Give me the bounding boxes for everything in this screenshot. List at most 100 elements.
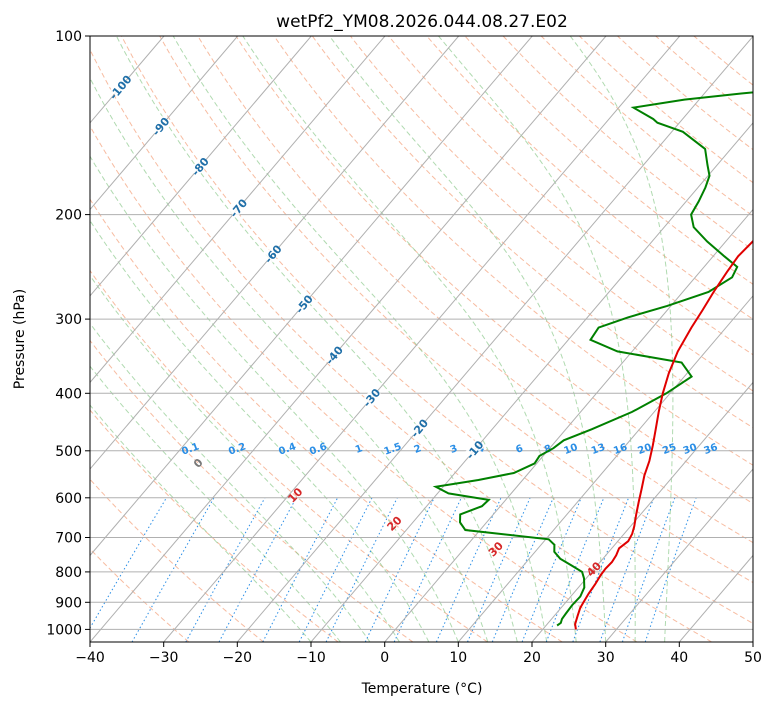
y-tick-label: 400 <box>55 386 82 402</box>
mixing-ratio-label: 20 <box>636 442 653 457</box>
mixing-ratio-lines <box>90 497 697 642</box>
dry-adiabat-line <box>90 125 638 642</box>
sounding-profiles <box>432 91 753 630</box>
x-tick-label: −20 <box>223 650 253 666</box>
isotherm-label-bg <box>189 155 210 177</box>
pressure-gridlines <box>90 36 753 630</box>
moist-adiabat-line <box>115 36 518 642</box>
isotherm-line <box>531 381 753 642</box>
y-tick-label: 500 <box>55 444 82 460</box>
dry-adiabat-line <box>90 198 563 642</box>
x-tick-label: 10 <box>449 650 467 666</box>
dry-adiabat-line <box>159 36 753 584</box>
isotherm-line <box>236 36 753 642</box>
dry-adiabat-line <box>350 36 753 392</box>
mixing-ratio-line <box>621 497 676 642</box>
isotherm-line <box>310 122 753 642</box>
x-tick-label: 30 <box>597 650 615 666</box>
mixing-ratio-line <box>325 497 398 642</box>
isotherm-line <box>90 36 312 297</box>
mixing-ratio-line <box>218 497 297 642</box>
mixing-ratio-label: 16 <box>612 442 629 457</box>
dry-adiabat-line <box>90 478 264 642</box>
mixing-ratio-label: 36 <box>703 442 720 457</box>
isotherm-label-bg <box>262 243 283 265</box>
isotherm-label-bg <box>323 344 344 366</box>
mixing-ratio-line <box>572 497 630 642</box>
x-tick-label: 50 <box>744 650 762 666</box>
dry-adiabat-line <box>579 36 753 184</box>
mixing-ratio-line <box>298 497 373 642</box>
isotherm-line <box>90 36 533 557</box>
isotherm-line <box>90 36 607 642</box>
isotherm-label-bg <box>361 386 382 408</box>
isotherm-line <box>384 208 753 642</box>
mixing-ratio-label: 25 <box>661 442 678 457</box>
moist-adiabat-line <box>90 274 400 642</box>
isotherm-line <box>90 36 460 470</box>
mixing-ratio-line <box>644 497 697 642</box>
mixing-ratio-label: 1 <box>354 443 364 456</box>
mixing-ratio-label: 8 <box>543 443 553 456</box>
mixing-ratio-line <box>364 497 435 642</box>
isotherm-label-bg <box>293 293 314 315</box>
x-axis-label: Temperature (°C) <box>361 681 483 697</box>
y-tick-label: 1000 <box>46 622 82 638</box>
isotherm-label-bg <box>409 417 430 439</box>
isotherm-label-bg <box>110 76 131 98</box>
dry-adiabat-line <box>388 36 753 356</box>
y-tick-label: 900 <box>55 595 82 611</box>
isotherm-line <box>163 36 681 642</box>
x-tick-label: −40 <box>75 650 105 666</box>
x-tick-label: −30 <box>149 650 179 666</box>
dry-adiabat-line <box>273 36 753 466</box>
y-tick-label: 200 <box>55 208 82 224</box>
moist-adiabat-line <box>90 365 341 642</box>
mixing-ratio-line <box>393 497 462 642</box>
mixing-ratio-line <box>185 497 266 642</box>
dry-adiabat-line <box>90 339 414 642</box>
dewpoint-line <box>432 91 753 627</box>
isotherm-label-bg <box>464 439 485 460</box>
y-tick-label: 300 <box>55 312 82 328</box>
dry-adiabat-line <box>311 36 753 429</box>
y-tick-label: 100 <box>55 29 82 45</box>
x-tick-label: 20 <box>523 650 541 666</box>
x-tick-label: 40 <box>670 650 688 666</box>
y-axis-label: Pressure (hPa) <box>12 289 28 389</box>
mixing-ratio-label: 3 <box>449 443 459 456</box>
isotherm-line <box>457 295 753 642</box>
isotherm-lines <box>90 36 753 642</box>
y-tick-label: 800 <box>55 565 82 581</box>
isotherm-label-bg <box>228 197 249 219</box>
moist-adiabat-line <box>242 36 577 642</box>
mixing-ratio-label: 6 <box>514 443 524 456</box>
dry-adiabat-line <box>121 36 753 624</box>
moist-adiabat-line <box>90 219 430 642</box>
dry-adiabat-line <box>197 36 753 544</box>
mixing-ratio-label: 10 <box>563 442 580 457</box>
dry-adiabat-line <box>502 36 753 251</box>
y-tick-label: 600 <box>55 491 82 507</box>
moist-adiabat-line <box>90 322 371 642</box>
y-tick-label: 700 <box>55 531 82 547</box>
mixing-ratio-label: 30 <box>682 442 699 457</box>
isotherm-line <box>605 468 753 642</box>
dry-adiabat-line <box>90 48 712 642</box>
mixing-ratio-line <box>599 497 655 642</box>
mixing-ratio-label: 2 <box>413 443 423 456</box>
x-tick-label: −10 <box>296 650 326 666</box>
mixing-ratio-line <box>545 497 605 642</box>
moist-adiabat-line <box>569 36 674 642</box>
plot-frame <box>89 35 754 643</box>
y-axis-ticks: 100 200 300 400 500 600 700 800 900 1000 <box>46 29 90 638</box>
moist-adiabat-line <box>438 36 636 642</box>
isotherm-line <box>90 36 386 384</box>
x-tick-label: 0 <box>380 650 389 666</box>
mixing-ratio-label: 13 <box>590 442 607 457</box>
isotherm-line <box>90 36 239 211</box>
temperature-line <box>574 239 753 630</box>
moist-adiabat-line <box>329 36 607 642</box>
isotherm-label-bg <box>150 115 171 137</box>
